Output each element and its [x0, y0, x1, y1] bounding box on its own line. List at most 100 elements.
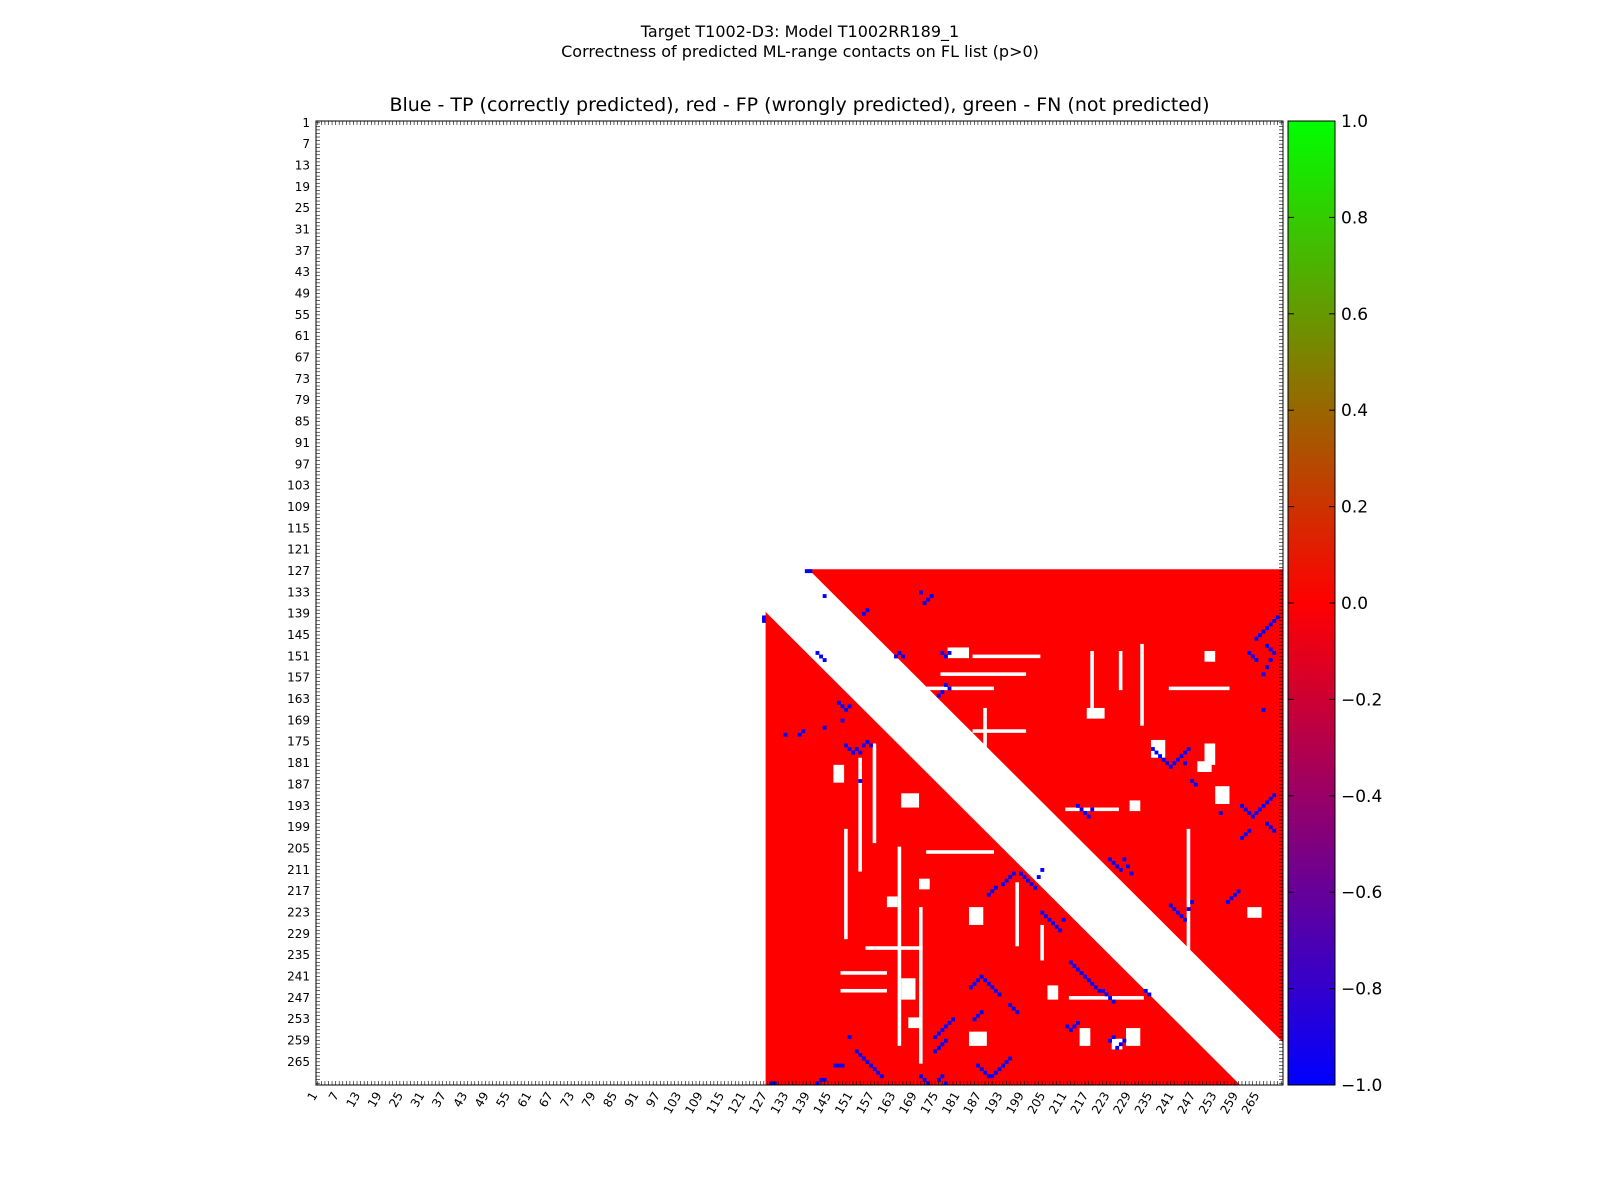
tp-cell — [861, 1056, 866, 1061]
tp-cell — [1090, 807, 1095, 812]
colorbar-tick-label: 0.0 — [1341, 594, 1368, 614]
tp-cell — [944, 683, 948, 687]
colorbar-tick-label: −0.2 — [1341, 690, 1382, 710]
tp-cell — [836, 700, 841, 705]
y-tick-label: 7 — [302, 137, 310, 151]
y-tick-label: 13 — [295, 158, 310, 172]
empty-region — [1047, 985, 1059, 1000]
x-tick-label: 55 — [493, 1090, 513, 1110]
tp-cell — [901, 654, 906, 659]
tp-cell — [1168, 903, 1173, 908]
tp-cell — [1115, 1045, 1120, 1050]
tp-cell — [762, 619, 766, 623]
tp-cell — [1093, 985, 1098, 990]
tp-cell — [979, 974, 984, 979]
y-tick-label: 97 — [295, 457, 310, 471]
x-tick-label: 181 — [939, 1090, 963, 1117]
tp-cell — [1265, 821, 1270, 826]
tp-cell — [1179, 914, 1184, 919]
tp-cell — [783, 732, 788, 737]
tp-cell — [947, 686, 952, 691]
tp-cell — [844, 707, 848, 712]
y-tick-label: 217 — [287, 884, 310, 898]
chart-title: Blue - TP (correctly predicted), red - F… — [389, 94, 1210, 116]
tp-cell — [1268, 622, 1273, 627]
x-tick-label: 169 — [896, 1090, 920, 1117]
tp-cell — [1254, 658, 1259, 662]
tp-cell — [947, 651, 952, 655]
tp-cell — [1172, 761, 1177, 766]
colorbar-tick-label: −0.4 — [1341, 787, 1382, 807]
colorbar-tick-label: −1.0 — [1341, 1076, 1382, 1096]
y-tick-label: 19 — [295, 180, 310, 194]
tp-cell — [1183, 750, 1187, 755]
tp-cell — [936, 1077, 941, 1082]
tp-cell — [801, 729, 806, 734]
tp-cell — [997, 1067, 1002, 1072]
empty-streak — [840, 971, 887, 975]
tp-cell — [822, 1077, 827, 1082]
x-tick-label: 121 — [725, 1090, 749, 1117]
tp-cell — [929, 594, 934, 598]
tp-cell — [1218, 811, 1223, 815]
tp-cell — [822, 725, 827, 730]
tp-cell — [1043, 914, 1048, 919]
tp-cell — [876, 1070, 881, 1075]
empty-streak — [858, 757, 862, 872]
tp-cell — [872, 1067, 877, 1072]
empty-streak — [897, 846, 902, 1046]
tp-cell — [1026, 878, 1030, 883]
tp-cell — [1261, 803, 1266, 808]
tp-cell — [1079, 807, 1084, 812]
empty-streak — [1090, 651, 1094, 712]
tp-cell — [944, 654, 948, 659]
y-tick-label: 211 — [287, 863, 310, 877]
tp-cell — [1018, 871, 1023, 876]
y-tick-label: 61 — [295, 329, 310, 343]
empty-region — [1197, 761, 1212, 772]
x-tick-label: 265 — [1239, 1090, 1263, 1117]
tp-cell — [1261, 707, 1266, 712]
tp-cell — [940, 690, 945, 695]
tp-cell — [990, 985, 995, 990]
y-tick-label: 241 — [287, 970, 310, 984]
colorbar-tick-label: 1.0 — [1341, 112, 1368, 132]
x-tick-label: 163 — [875, 1090, 899, 1117]
tp-cell — [844, 743, 848, 748]
empty-region — [901, 793, 920, 808]
y-tick-label: 127 — [287, 564, 310, 578]
tp-cell — [1268, 658, 1273, 662]
tp-cell — [1254, 636, 1259, 641]
tp-cell — [1261, 629, 1266, 634]
empty-region — [919, 878, 930, 890]
x-tick-label: 91 — [622, 1090, 642, 1110]
y-tick-label: 265 — [287, 1055, 310, 1069]
tp-cell — [797, 732, 802, 737]
x-tick-label: 193 — [982, 1090, 1006, 1117]
tp-cell — [1190, 779, 1195, 783]
tp-cell — [1122, 1038, 1127, 1043]
tp-cell — [1129, 871, 1134, 876]
tp-cell — [940, 651, 945, 655]
x-tick-label: 97 — [643, 1090, 663, 1110]
tp-cell — [1068, 1028, 1073, 1032]
empty-streak — [1068, 996, 1144, 1000]
tp-cell — [1051, 921, 1055, 926]
tp-cell — [944, 1024, 948, 1029]
empty-streak — [1118, 651, 1123, 691]
x-tick-label: 115 — [704, 1090, 728, 1117]
tp-cell — [1011, 871, 1016, 876]
tp-cell — [1033, 885, 1038, 890]
empty-streak — [1186, 828, 1191, 975]
y-tick-label: 187 — [287, 777, 310, 791]
tp-cell — [1247, 811, 1252, 815]
y-tick-label: 25 — [295, 201, 310, 215]
y-tick-label: 1 — [302, 116, 310, 130]
empty-region — [1215, 786, 1230, 804]
tp-cell — [1179, 754, 1184, 759]
x-tick-label: 175 — [918, 1090, 942, 1117]
tp-cell — [1186, 747, 1191, 751]
tp-cell — [847, 1035, 852, 1040]
tp-cell — [1183, 761, 1187, 766]
y-tick-label: 259 — [287, 1034, 310, 1048]
